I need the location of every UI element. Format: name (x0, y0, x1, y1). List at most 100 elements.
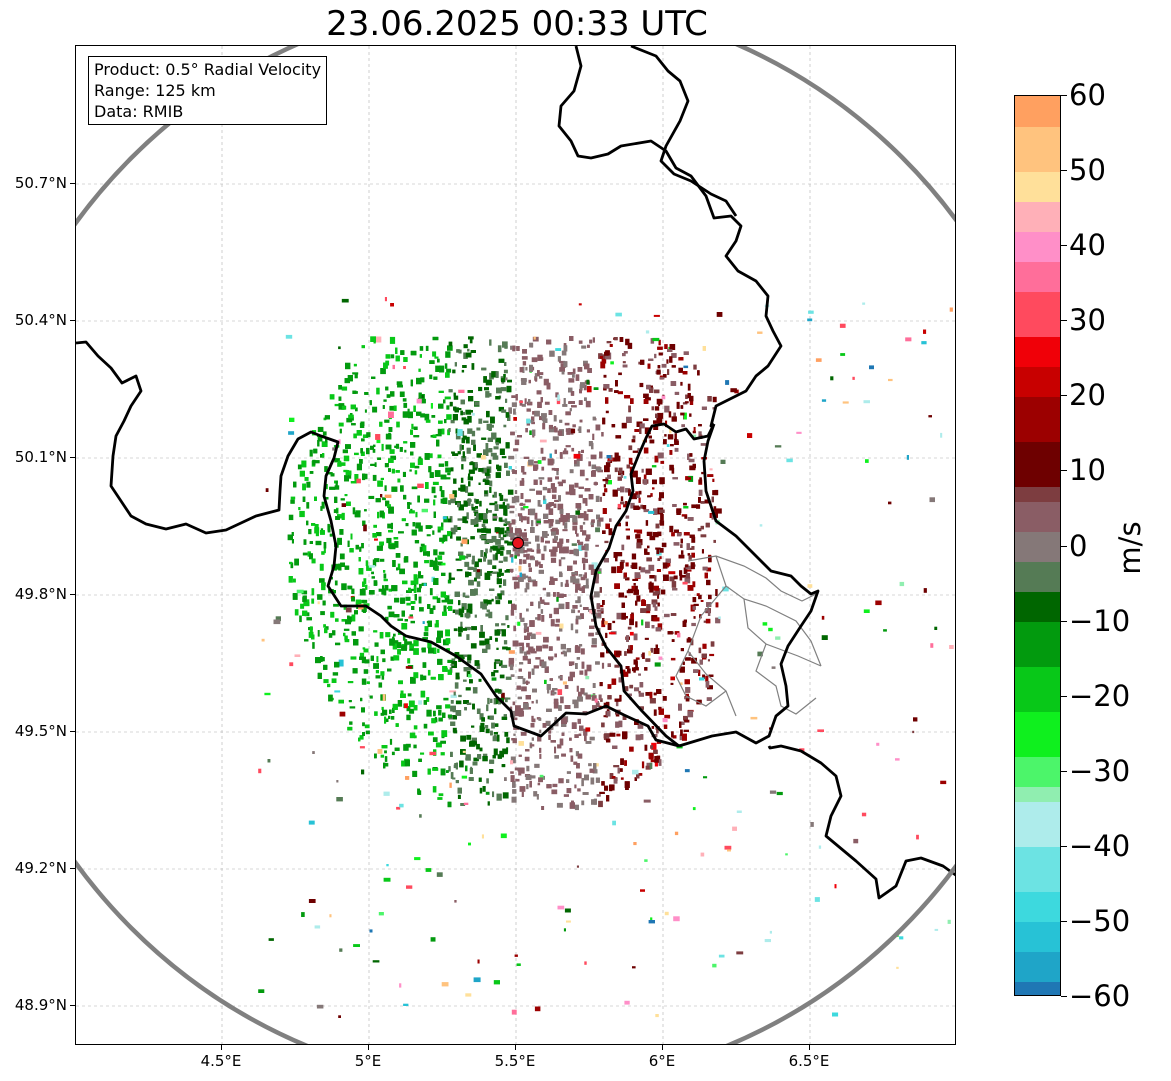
velocity-gate (524, 624, 527, 630)
velocity-gate (584, 735, 587, 742)
velocity-gate (420, 377, 425, 383)
velocity-gate (398, 531, 404, 534)
velocity-gate (619, 694, 622, 702)
velocity-gate (385, 354, 391, 359)
velocity-gate (583, 574, 586, 579)
velocity-gate (372, 559, 377, 567)
velocity-gate (546, 708, 552, 712)
velocity-gate (658, 497, 662, 501)
velocity-gate (580, 648, 585, 655)
velocity-gate (329, 394, 335, 400)
velocity-gate (574, 460, 577, 464)
velocity-gate (573, 701, 579, 709)
velocity-gate (554, 535, 558, 541)
velocity-gate (617, 503, 621, 509)
velocity-gate (757, 331, 763, 334)
velocity-gate (345, 619, 351, 625)
velocity-gate (477, 754, 482, 760)
velocity-gate (446, 368, 452, 373)
velocity-gate (410, 620, 415, 624)
velocity-gate (564, 522, 568, 529)
velocity-gate (422, 637, 428, 640)
velocity-gate (388, 458, 394, 463)
velocity-gate (606, 738, 611, 743)
radar-map-canvas[interactable] (76, 46, 956, 1045)
velocity-gate (817, 729, 824, 732)
velocity-gate (591, 799, 597, 805)
velocity-gate (634, 572, 641, 578)
velocity-gate (560, 363, 566, 368)
velocity-gate (539, 480, 543, 485)
velocity-gate (576, 772, 582, 779)
velocity-gate (311, 634, 315, 640)
velocity-gate (491, 598, 494, 602)
velocity-gate (571, 800, 574, 807)
velocity-gate (288, 514, 294, 521)
velocity-gate (403, 441, 408, 444)
velocity-gate (934, 928, 939, 931)
velocity-gate (362, 473, 368, 480)
velocity-gate (607, 623, 612, 630)
velocity-gate (537, 782, 541, 786)
velocity-gate (594, 591, 600, 598)
velocity-gate (328, 694, 333, 702)
velocity-gate (407, 658, 411, 664)
velocity-gate (519, 559, 522, 565)
velocity-gate (377, 511, 380, 519)
velocity-gate (565, 579, 569, 586)
velocity-gate (653, 709, 657, 716)
velocity-gate (662, 374, 667, 378)
velocity-gate (632, 435, 636, 439)
velocity-gate (691, 639, 694, 646)
velocity-gate (425, 419, 431, 423)
velocity-gate (339, 553, 345, 560)
velocity-gate (591, 562, 598, 569)
velocity-gate (693, 616, 696, 619)
velocity-gate (424, 626, 429, 632)
velocity-gate (379, 510, 384, 518)
velocity-gate (437, 454, 442, 459)
velocity-gate (638, 673, 641, 676)
velocity-gate (484, 572, 491, 580)
velocity-gate (673, 542, 680, 546)
velocity-gate (379, 421, 383, 427)
velocity-gate (672, 504, 677, 507)
radar-map[interactable] (75, 45, 956, 1045)
velocity-gate (687, 569, 692, 572)
velocity-gate (569, 549, 574, 555)
velocity-gate (531, 701, 534, 704)
velocity-gate (693, 364, 697, 370)
velocity-gate (461, 456, 467, 462)
velocity-gate (439, 537, 445, 542)
velocity-gate (392, 364, 395, 370)
velocity-gate (548, 734, 551, 740)
velocity-gate (485, 791, 490, 795)
velocity-gate (498, 493, 502, 497)
velocity-gate (656, 398, 663, 405)
velocity-gate (560, 643, 566, 650)
velocity-gate (524, 588, 528, 593)
velocity-gate (482, 753, 488, 757)
velocity-gate (524, 499, 531, 503)
velocity-gate (308, 820, 315, 825)
velocity-gate (674, 447, 679, 452)
velocity-gate (671, 581, 677, 588)
velocity-gate (417, 458, 423, 465)
velocity-gate (585, 400, 591, 408)
velocity-gate (364, 409, 367, 413)
velocity-gate (664, 434, 667, 437)
velocity-gate (640, 734, 644, 740)
velocity-gate (561, 753, 566, 757)
velocity-gate (646, 557, 652, 562)
velocity-gate (383, 573, 387, 579)
velocity-gate (624, 760, 627, 766)
velocity-gate (724, 845, 732, 850)
velocity-gate (382, 658, 386, 663)
velocity-gate (928, 415, 932, 418)
velocity-gate (643, 399, 649, 404)
velocity-gate (339, 462, 346, 466)
velocity-gate (625, 783, 629, 790)
velocity-gate (324, 466, 328, 472)
velocity-gate (327, 683, 331, 688)
velocity-gate (542, 587, 546, 591)
